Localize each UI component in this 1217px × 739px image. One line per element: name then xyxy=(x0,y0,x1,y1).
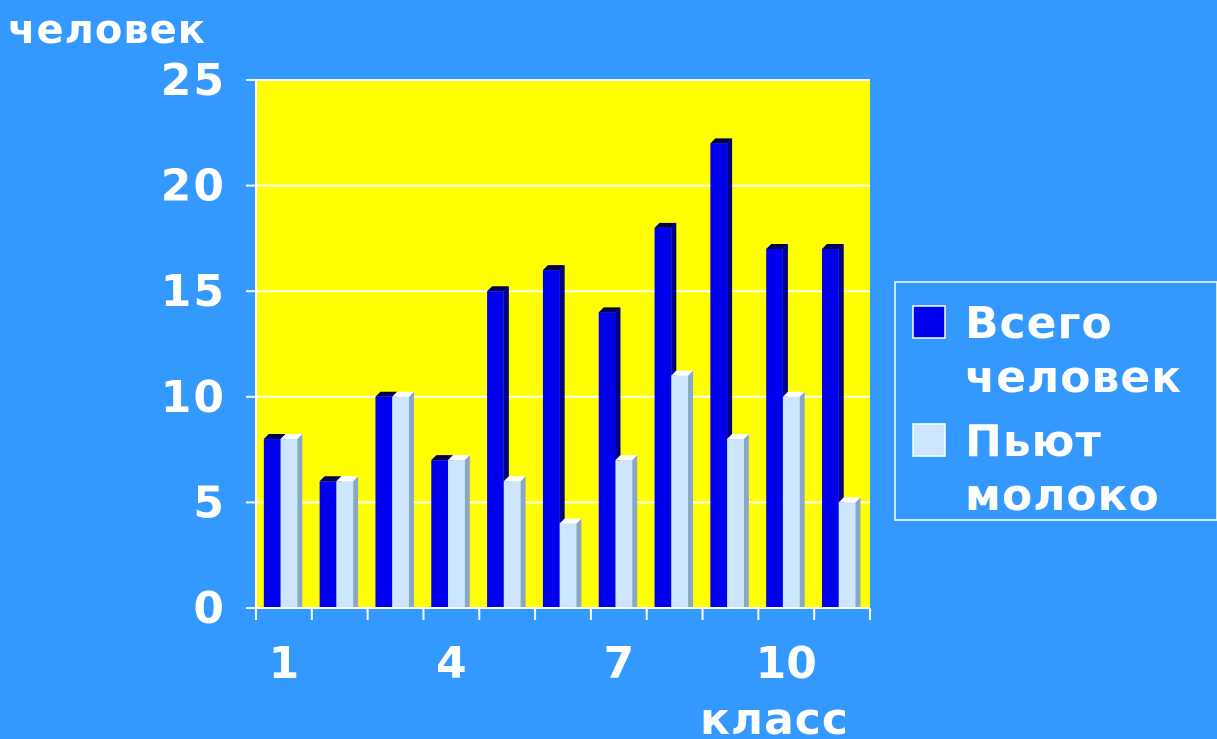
y-tick-label: 5 xyxy=(193,477,226,528)
bar-top xyxy=(336,476,359,482)
bar-side xyxy=(855,497,861,608)
bar-front xyxy=(319,481,337,608)
bar-top xyxy=(615,455,638,461)
legend-swatch-total xyxy=(912,305,946,339)
x-tick-label: 10 xyxy=(756,638,817,689)
bar-side xyxy=(297,434,303,608)
bar-top xyxy=(671,370,694,376)
bar-milk xyxy=(280,434,303,608)
legend-label-milk-line2: молоко xyxy=(965,470,1160,521)
bar-top xyxy=(392,391,414,397)
bar-top xyxy=(487,286,509,292)
bar-side xyxy=(464,455,470,608)
bar-front xyxy=(654,227,672,608)
y-tick-label: 10 xyxy=(161,372,226,423)
bar-top xyxy=(598,307,621,313)
bar-top xyxy=(710,138,733,144)
bar-side xyxy=(576,518,582,608)
axes xyxy=(246,79,871,620)
bar-front xyxy=(782,396,800,608)
bar-front xyxy=(503,481,521,608)
bar-front xyxy=(392,396,409,608)
bar-top xyxy=(542,265,565,271)
bar-front xyxy=(263,439,281,608)
bar-front xyxy=(431,460,449,608)
bar-front xyxy=(838,502,856,608)
bar-top xyxy=(375,391,398,397)
bar-front xyxy=(615,460,633,608)
bar-top xyxy=(503,476,526,482)
bar-front xyxy=(448,460,465,608)
y-axis-label: человек xyxy=(8,7,206,53)
legend: Всего человек Пьют молоко xyxy=(894,281,1217,521)
bar-front xyxy=(487,291,504,608)
bar-milk xyxy=(559,518,582,608)
y-tick-label: 20 xyxy=(161,161,226,212)
bar-side xyxy=(520,476,526,608)
bar-milk xyxy=(615,455,638,608)
bar-top xyxy=(654,222,677,228)
y-tick-label: 0 xyxy=(193,583,226,634)
bar-milk xyxy=(503,476,526,608)
y-tick-labels: 0 5 10 15 20 25 xyxy=(161,55,226,634)
bar-top xyxy=(280,434,303,440)
bar-milk xyxy=(448,455,470,608)
x-axis-label: класс xyxy=(700,694,849,739)
bar-front xyxy=(375,396,393,608)
bar-milk xyxy=(782,391,805,608)
bar-side xyxy=(408,391,414,608)
bar-side xyxy=(688,370,694,608)
bar-front xyxy=(727,439,744,608)
y-tick-label: 25 xyxy=(161,55,226,106)
legend-swatch-milk xyxy=(912,423,946,457)
bar-side xyxy=(799,391,805,608)
bar-top xyxy=(821,243,844,249)
bar-front xyxy=(336,481,354,608)
x-tick-labels: 1 4 7 10 xyxy=(269,638,817,689)
bar-milk xyxy=(727,434,749,608)
bar-top xyxy=(782,391,805,397)
bar-top xyxy=(263,434,286,440)
bars xyxy=(263,138,861,609)
bar-front xyxy=(710,143,728,609)
bar-front xyxy=(280,439,298,608)
bar-milk xyxy=(336,476,359,608)
bar-top xyxy=(431,455,454,461)
legend-label-total-line1: Всего xyxy=(965,298,1113,349)
bar-milk xyxy=(838,497,861,608)
bar-side xyxy=(353,476,359,608)
bar-top xyxy=(766,243,788,249)
bar-front xyxy=(598,312,616,608)
bar-top xyxy=(838,497,861,503)
legend-box xyxy=(894,281,1217,521)
legend-label-milk-line1: Пьют xyxy=(965,416,1102,467)
y-tick-label: 15 xyxy=(161,266,226,317)
bar-milk xyxy=(671,370,694,608)
bar-top xyxy=(448,455,470,461)
bar-top xyxy=(559,518,582,524)
bar-front xyxy=(821,248,839,608)
bar-top xyxy=(727,434,749,440)
bar-side xyxy=(632,455,638,608)
bar-top xyxy=(319,476,342,482)
x-tick-label: 1 xyxy=(269,638,300,689)
bar-side xyxy=(743,434,749,608)
x-tick-label: 4 xyxy=(436,638,467,689)
bar-front xyxy=(542,270,560,608)
x-tick-label: 7 xyxy=(604,638,635,689)
legend-label-total-line2: человек xyxy=(965,352,1182,403)
bar-milk xyxy=(392,391,414,608)
bar-front xyxy=(671,375,689,608)
bar-front xyxy=(766,248,783,608)
bar-front xyxy=(559,523,577,608)
